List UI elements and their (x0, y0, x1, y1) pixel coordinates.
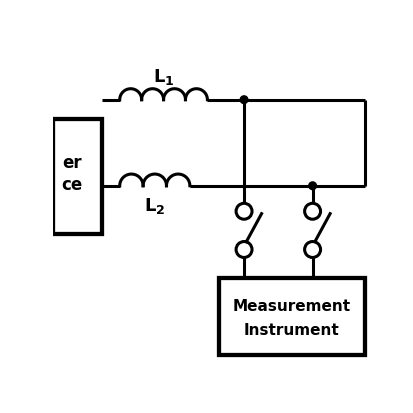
Text: ce: ce (61, 176, 82, 194)
Text: Measurement: Measurement (232, 298, 350, 313)
Text: $\mathbf{L_2}$: $\mathbf{L_2}$ (144, 195, 165, 215)
Text: $\mathbf{L_1}$: $\mathbf{L_1}$ (152, 66, 174, 87)
Circle shape (240, 97, 247, 104)
Circle shape (304, 242, 320, 258)
Circle shape (235, 204, 252, 220)
Text: er: er (62, 154, 81, 171)
FancyBboxPatch shape (218, 278, 364, 355)
Text: Instrument: Instrument (243, 322, 339, 337)
Circle shape (235, 242, 252, 258)
FancyBboxPatch shape (53, 119, 102, 234)
Circle shape (304, 204, 320, 220)
Circle shape (308, 183, 316, 190)
